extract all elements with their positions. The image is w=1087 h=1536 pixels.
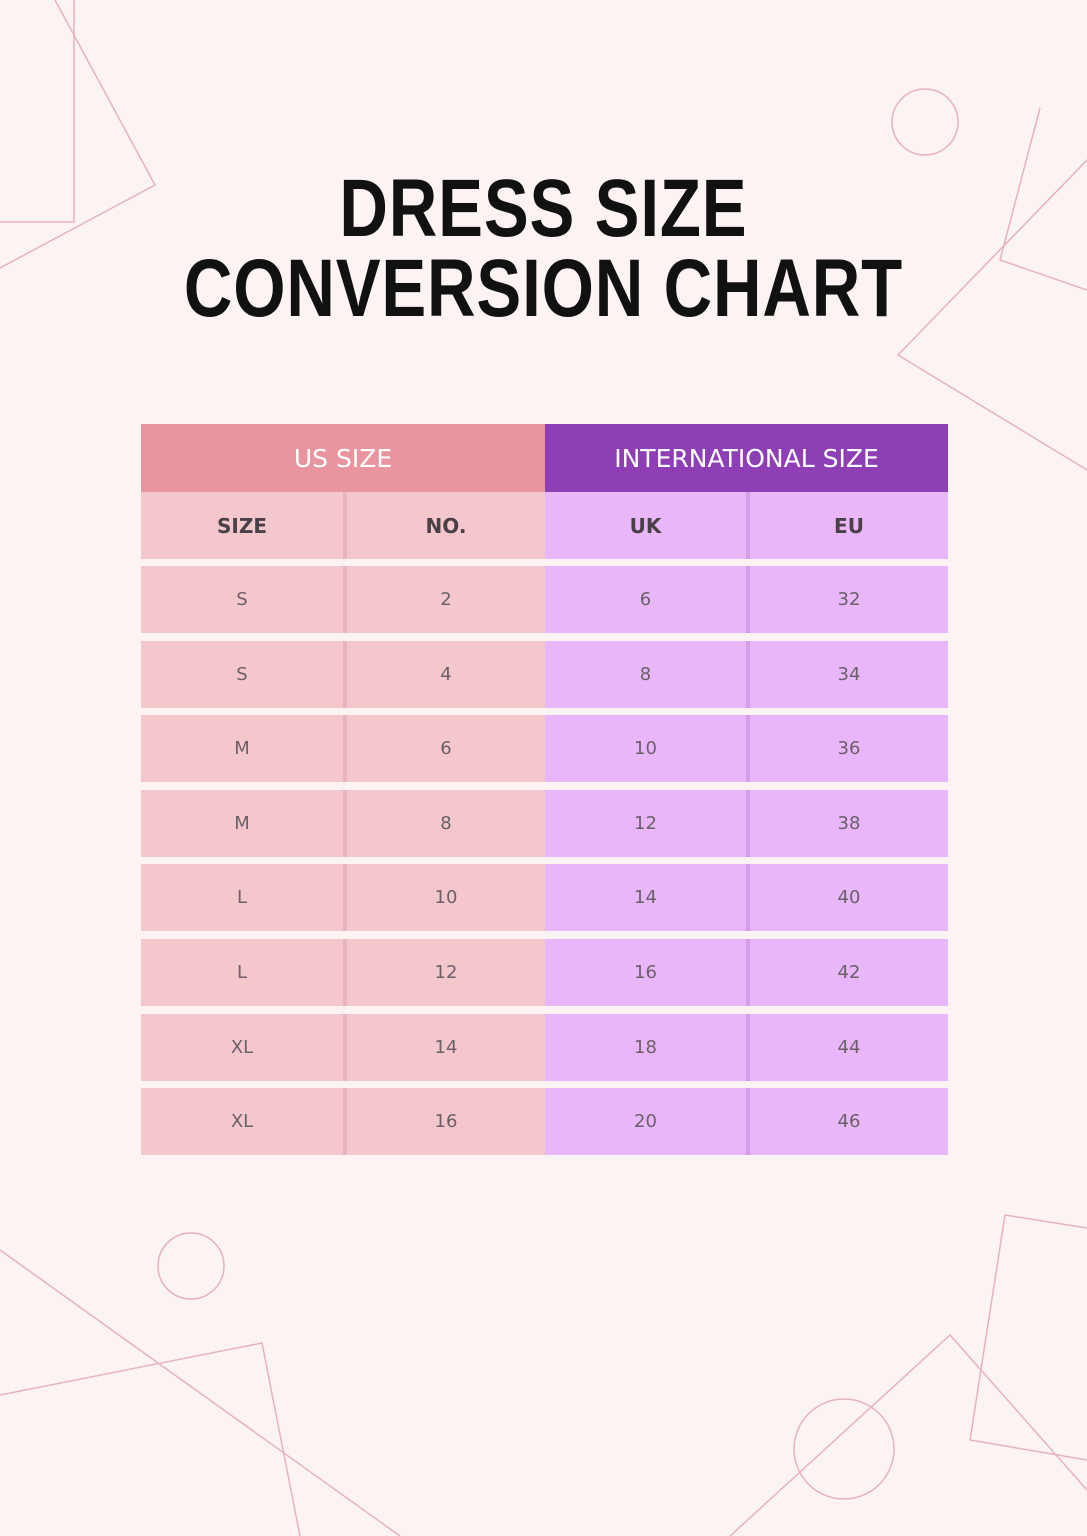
table-cell: 44	[746, 1013, 948, 1081]
table-cell: 2	[343, 566, 545, 633]
table-cell: 18	[545, 1013, 746, 1081]
table-cell: L	[141, 864, 343, 932]
table-cell: 34	[746, 640, 948, 708]
table-cell: 42	[746, 939, 948, 1006]
table-cell: 6	[343, 715, 545, 783]
table-cell: 8	[343, 789, 545, 857]
table-cell: 38	[746, 789, 948, 857]
title-line: CONVERSION CHART	[183, 243, 903, 334]
table-cell: 14	[545, 864, 746, 932]
column-header: SIZE	[141, 492, 343, 559]
table-cell: S	[141, 566, 343, 633]
table-cell: L	[141, 939, 343, 1006]
table-cell: XL	[141, 1013, 343, 1081]
table-cell: XL	[141, 1088, 343, 1156]
table-cell: 8	[545, 640, 746, 708]
table-cell: 16	[545, 939, 746, 1006]
table-cell: M	[141, 715, 343, 783]
column-header: UK	[545, 492, 746, 559]
table-cell: 12	[343, 939, 545, 1006]
group-header: INTERNATIONAL SIZE	[545, 424, 948, 492]
table-cell: 16	[343, 1088, 545, 1156]
column-header: EU	[746, 492, 948, 559]
table-cell: M	[141, 789, 343, 857]
table-cell: 14	[343, 1013, 545, 1081]
column-header: NO.	[343, 492, 545, 559]
table-cell: 6	[545, 566, 746, 633]
table-cell: 20	[545, 1088, 746, 1156]
table-cell: 10	[545, 715, 746, 783]
title-line: DRESS SIZE	[339, 163, 748, 254]
table-cell: 32	[746, 566, 948, 633]
table-cell: 12	[545, 789, 746, 857]
table-cell: 40	[746, 864, 948, 932]
table-cell: 46	[746, 1088, 948, 1156]
table-cell: S	[141, 640, 343, 708]
table-cell: 10	[343, 864, 545, 932]
group-header: US SIZE	[141, 424, 545, 492]
table-cell: 36	[746, 715, 948, 783]
table-cell: 4	[343, 640, 545, 708]
